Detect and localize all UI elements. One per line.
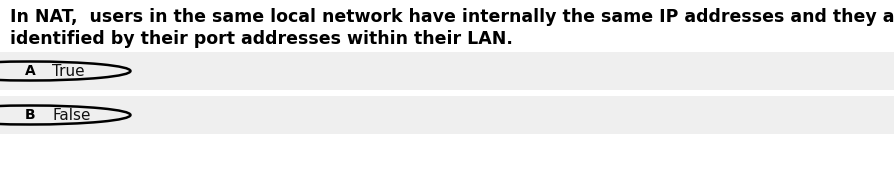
Text: False: False <box>52 108 90 123</box>
Text: B: B <box>25 108 35 122</box>
Text: identified by their port addresses within their LAN.: identified by their port addresses withi… <box>10 30 513 48</box>
Text: True: True <box>52 63 85 78</box>
Text: In NAT,  users in the same local network have internally the same IP addresses a: In NAT, users in the same local network … <box>10 8 894 26</box>
Text: A: A <box>25 64 36 78</box>
FancyBboxPatch shape <box>0 96 894 134</box>
FancyBboxPatch shape <box>0 52 894 90</box>
